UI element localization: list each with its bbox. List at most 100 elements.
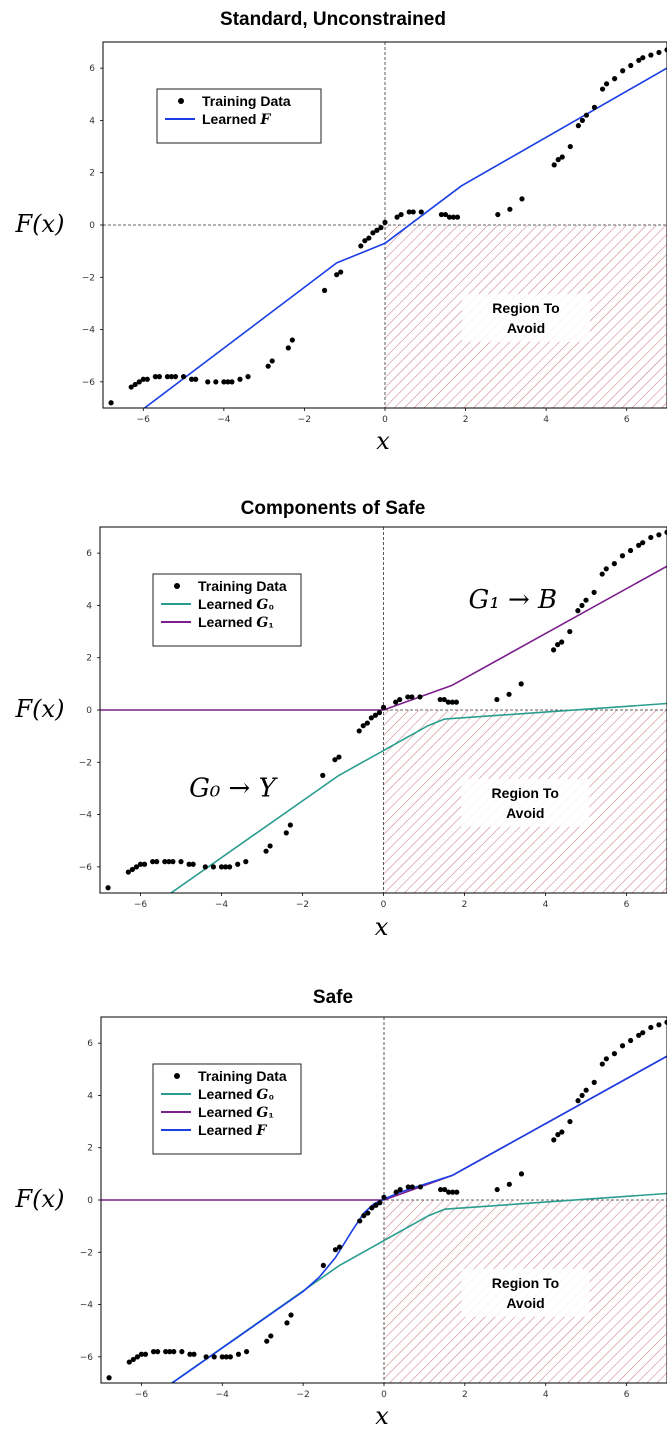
training-data-point [334, 272, 340, 278]
legend-marker-training-data [174, 1073, 180, 1079]
training-data-point [406, 209, 412, 215]
training-data-point [603, 566, 609, 572]
training-data-point [377, 1200, 383, 1206]
training-data-point [494, 696, 500, 703]
training-data-point [235, 861, 241, 867]
y-tick-label: 6 [86, 549, 92, 559]
training-data-point [130, 1356, 136, 1363]
training-data-point [518, 681, 524, 687]
training-data-point [289, 337, 295, 343]
training-data-point [417, 1184, 423, 1190]
training-data-point [287, 822, 293, 828]
x-tick-label: −6 [137, 415, 151, 425]
training-data-point [611, 1051, 618, 1057]
training-data-point [205, 379, 211, 385]
y-tick-label: 4 [89, 116, 95, 126]
training-data-point [243, 859, 249, 865]
training-data-point [218, 864, 225, 870]
y-tick-label: 4 [86, 601, 92, 611]
training-data-point [125, 869, 131, 875]
y-tick-label: −6 [82, 378, 96, 388]
training-data-point [438, 211, 444, 218]
training-data-point [370, 230, 376, 236]
x-tick-label: 0 [381, 1390, 387, 1400]
y-axis-label: F(x) [15, 1185, 65, 1213]
plot-area: Region To Avoid [103, 42, 667, 408]
training-data-point [555, 642, 561, 648]
x-tick-label: 6 [624, 900, 630, 910]
training-data-point [656, 1022, 662, 1028]
training-data-point [372, 712, 378, 718]
training-data-point [321, 287, 328, 293]
training-data-point [627, 547, 634, 554]
training-data-point [128, 384, 134, 390]
training-data-point [368, 715, 374, 721]
training-data-point [142, 1351, 149, 1357]
training-data-point [245, 374, 251, 380]
x-tick-label: 6 [624, 415, 630, 425]
training-data-point [450, 1189, 456, 1195]
legend-marker-training-data [178, 98, 184, 104]
y-tick-label: −4 [80, 1301, 94, 1311]
annotation-1: G₁ → B [469, 585, 558, 615]
training-data-point [559, 1129, 565, 1135]
x-tick-label: −4 [217, 415, 231, 425]
training-data-point [265, 363, 271, 369]
region-label-line-2: Avoid [506, 805, 544, 821]
legend-box [156, 88, 322, 144]
y-tick-label: −6 [79, 863, 93, 873]
training-data-point [285, 345, 291, 351]
training-data-point [599, 571, 605, 577]
chart-panel-3: Safe Region To Avoid −6 −4 −2 0 2 4 6 −6 −4 −2 0 2 4 6 x F… [15, 987, 667, 1430]
region-label-box [461, 778, 590, 827]
training-data-point [164, 374, 171, 380]
training-data-point [229, 379, 235, 385]
training-data-point [664, 529, 667, 535]
training-data-point [599, 86, 606, 92]
legend-marker-training-data [174, 583, 180, 589]
training-data-point [619, 1043, 626, 1049]
training-data-point [579, 1092, 585, 1099]
y-tick-label: 6 [89, 64, 95, 74]
training-data-point [664, 47, 667, 53]
training-data-point [620, 68, 626, 74]
training-data-point [628, 1037, 634, 1044]
training-data-point [268, 1333, 274, 1339]
training-data-point [575, 1098, 581, 1104]
training-data-point [442, 1186, 448, 1193]
region-label-line-2: Avoid [507, 320, 545, 336]
training-data-point [211, 1354, 217, 1360]
region-label-box [461, 1268, 590, 1317]
training-data-point [494, 1186, 500, 1193]
training-data-point [575, 123, 581, 129]
training-data-point [583, 597, 589, 603]
training-data-point [133, 864, 140, 870]
region-label-line-2: Avoid [506, 1295, 544, 1311]
training-data-point [105, 885, 111, 891]
training-data-point [446, 214, 453, 220]
training-data-point [267, 843, 273, 849]
training-data-point [640, 540, 646, 546]
y-tick-label: 0 [89, 221, 95, 231]
series-line-1 [143, 67, 667, 408]
training-data-point [284, 1320, 290, 1326]
training-data-point [136, 379, 142, 385]
x-tick-label: −6 [135, 1390, 149, 1400]
training-data-point [454, 1189, 460, 1195]
chart-title: Standard, Unconstrained [220, 9, 446, 30]
training-data-point [106, 1375, 112, 1381]
training-data-point [132, 381, 138, 388]
training-data-point [409, 1184, 415, 1190]
training-data-point [417, 694, 423, 700]
training-data-point [575, 608, 581, 614]
training-data-point [332, 1247, 339, 1253]
training-data-point [166, 859, 172, 865]
legend-box [152, 1063, 302, 1155]
training-data-point [446, 1189, 452, 1195]
training-data-point [141, 861, 148, 867]
training-data-point [283, 830, 289, 836]
training-data-point [221, 379, 227, 385]
training-data-point [373, 1202, 379, 1208]
training-data-point [364, 720, 370, 726]
training-data-point [381, 1194, 387, 1200]
